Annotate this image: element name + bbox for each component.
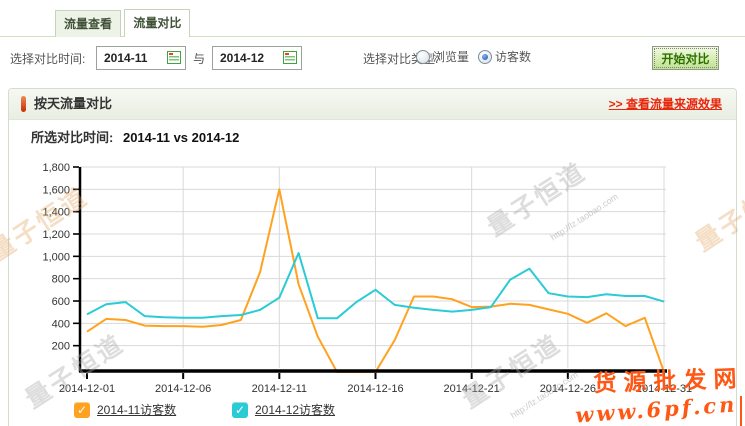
between-label: 与 [193, 52, 206, 66]
radio-label-visitors[interactable]: 访客数 [495, 50, 532, 64]
watermark-edge-mark [740, 396, 742, 426]
svg-text:600: 600 [52, 296, 70, 308]
svg-text:800: 800 [52, 274, 70, 286]
filter-row: 选择对比时间: 与 选择对比类型: 浏览量 [0, 44, 745, 72]
svg-text:2014-12-01: 2014-12-01 [59, 383, 115, 395]
radio-label-pageviews[interactable]: 浏览量 [433, 50, 470, 64]
legend-item-2014-11[interactable]: ✓ 2014-11访客数 [74, 401, 176, 418]
svg-text:200: 200 [52, 341, 70, 353]
radio-option-0[interactable] [416, 49, 430, 64]
line-chart: 200 400 600 800 1,000 1,200 1,400 1,600 1,800 201… [42, 162, 692, 395]
view-traffic-source-link[interactable]: >> 查看流量来源效果 [608, 97, 722, 111]
legend-checkbox-orange[interactable]: ✓ [74, 401, 90, 418]
svg-text:1,600: 1,600 [42, 184, 70, 196]
svg-text:1,800: 1,800 [42, 162, 70, 174]
compare-type-radios: 浏览量 访客数 [416, 48, 537, 65]
compare-time-label: 选择对比时间: [10, 52, 86, 66]
svg-text:400: 400 [52, 318, 70, 330]
legend-checkbox-cyan[interactable]: ✓ [232, 401, 248, 418]
date-from-input[interactable] [102, 48, 164, 68]
date-to-input[interactable] [218, 48, 280, 68]
svg-text:1,000: 1,000 [42, 251, 70, 263]
selected-time-label: 所选对比时间: [31, 130, 114, 145]
tab-traffic-compare[interactable]: 流量对比 [124, 9, 191, 37]
section-title: 按天流量对比 [34, 96, 113, 111]
calendar-icon[interactable] [167, 51, 181, 64]
svg-text:1,400: 1,400 [42, 207, 70, 219]
legend-label[interactable]: 2014-11访客数 [97, 403, 177, 417]
svg-text:2014-12-06: 2014-12-06 [155, 383, 211, 395]
date-to-field[interactable] [212, 46, 302, 70]
chart-legend: ✓ 2014-11访客数 ✓ 2014-12访客数 [0, 401, 745, 421]
svg-text:2014-12-26: 2014-12-26 [540, 383, 596, 395]
svg-text:2014-12-31: 2014-12-31 [636, 383, 692, 395]
start-compare-button[interactable]: 开始对比 [652, 46, 719, 70]
section-marker-icon [21, 96, 26, 112]
section-header: 按天流量对比 >> 查看流量来源效果 [9, 89, 736, 120]
date-from-field[interactable] [96, 46, 186, 70]
selected-time-value: 2014-11 vs 2014-12 [122, 130, 240, 145]
svg-text:2014-12-11: 2014-12-11 [252, 383, 307, 395]
tab-traffic-view[interactable]: 流量查看 [55, 10, 122, 37]
legend-item-2014-12[interactable]: ✓ 2014-12访客数 [232, 401, 335, 418]
selected-time-row: 所选对比时间: 2014-11 vs 2014-12 [31, 127, 239, 146]
svg-text:2014-12-16: 2014-12-16 [347, 383, 403, 395]
tab-bar: 流量查看 流量对比 [0, 9, 745, 37]
calendar-icon[interactable] [283, 51, 297, 64]
legend-label[interactable]: 2014-12访客数 [255, 403, 336, 417]
svg-text:1,200: 1,200 [42, 229, 70, 241]
svg-text:2014-12-21: 2014-12-21 [444, 383, 500, 395]
radio-option-1[interactable] [478, 49, 493, 64]
